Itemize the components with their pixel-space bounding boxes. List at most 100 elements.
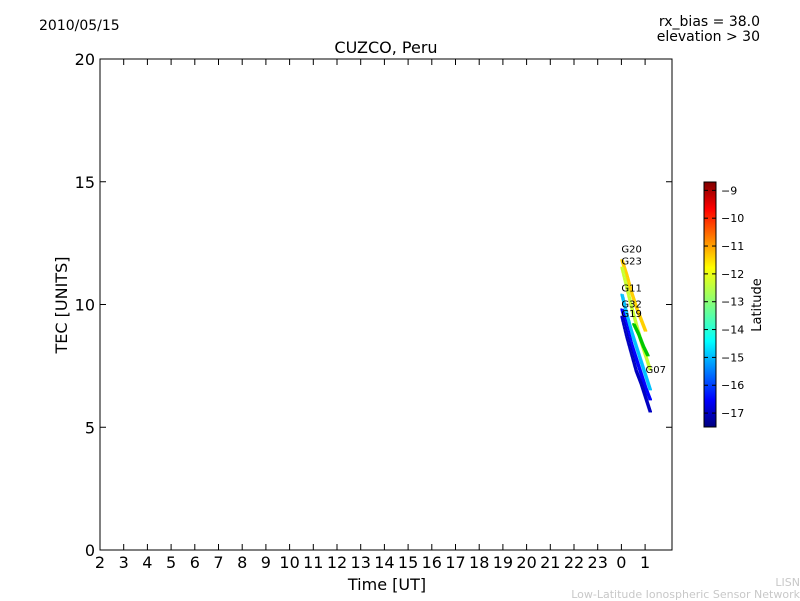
data-point: [629, 335, 632, 338]
data-point: [631, 336, 634, 339]
data-point: [638, 333, 641, 335]
data-point: [634, 338, 636, 340]
data-point: [640, 375, 643, 378]
data-point: [621, 299, 624, 302]
data-point: [638, 312, 641, 315]
data-point: [624, 283, 627, 286]
data-point: [645, 400, 648, 403]
data-point: [633, 335, 635, 337]
data-point: [625, 281, 628, 283]
data-point: [622, 259, 624, 262]
data-point: [629, 340, 632, 343]
data-point: [633, 295, 635, 298]
data-point: [623, 272, 626, 275]
data-point: [634, 315, 636, 317]
data-point: [636, 324, 639, 327]
data-point: [632, 345, 635, 347]
data-point: [637, 372, 640, 375]
data-point: [637, 347, 639, 350]
data-point: [620, 260, 623, 263]
data-point: [632, 310, 635, 312]
data-point: [634, 362, 637, 365]
data-point: [630, 348, 633, 350]
data-point: [635, 318, 637, 321]
data-point: [628, 286, 631, 289]
data-point: [633, 353, 636, 356]
data-point: [642, 350, 645, 353]
data-point: [632, 338, 635, 341]
data-point: [629, 291, 632, 294]
data-point: [632, 314, 635, 317]
data-point: [646, 381, 649, 384]
data-point: [633, 364, 636, 367]
data-point: [624, 282, 627, 285]
data-point: [625, 287, 628, 290]
data-point: [625, 337, 628, 340]
data-point: [622, 265, 625, 268]
x-tick-label: 7: [213, 553, 223, 572]
data-point: [624, 271, 627, 274]
x-tick-label: 6: [190, 553, 200, 572]
data-point: [646, 362, 649, 365]
data-point: [627, 323, 630, 326]
data-point: [620, 268, 623, 271]
data-point: [627, 332, 630, 335]
data-point: [624, 304, 627, 306]
data-point: [622, 322, 625, 325]
data-point: [628, 301, 631, 304]
data-point: [633, 301, 636, 304]
data-point: [628, 291, 630, 293]
data-point: [624, 316, 626, 318]
data-point: [641, 318, 643, 321]
data-point: [642, 386, 645, 389]
data-point: [632, 333, 635, 335]
data-point: [632, 362, 635, 365]
data-point: [633, 298, 636, 300]
data-point: [633, 367, 636, 370]
data-point: [631, 353, 634, 355]
data-point: [647, 400, 649, 402]
data-point: [645, 328, 647, 330]
chart-title: CUZCO, Peru: [334, 38, 438, 57]
data-point: [632, 363, 635, 366]
data-point: [648, 362, 650, 365]
data-point: [641, 317, 643, 320]
data-point: [645, 378, 648, 381]
data-point: [620, 308, 623, 311]
data-point: [641, 383, 644, 386]
data-point: [646, 388, 648, 390]
data-point: [640, 364, 643, 367]
y-axis-label: TEC [UNITS]: [52, 257, 71, 355]
data-point: [640, 370, 643, 373]
data-point: [624, 311, 627, 314]
data-point: [650, 397, 652, 400]
data-point: [622, 268, 625, 271]
data-point: [638, 370, 641, 373]
data-point: [626, 333, 628, 335]
data-point: [640, 379, 642, 381]
data-point: [645, 377, 648, 380]
data-point: [624, 317, 627, 320]
data-point: [624, 301, 626, 303]
data-point: [622, 275, 625, 278]
data-point: [634, 357, 637, 360]
data-point: [630, 346, 632, 349]
series-g11: [620, 293, 653, 391]
data-point: [632, 355, 635, 358]
y-tick-label: 10: [75, 296, 95, 315]
data-point: [624, 276, 627, 279]
data-point: [642, 391, 645, 394]
data-point: [637, 309, 640, 311]
data-point: [631, 340, 633, 343]
data-point: [626, 323, 628, 326]
data-point: [628, 348, 631, 351]
data-point: [637, 326, 639, 328]
data-point: [633, 319, 636, 322]
data-point: [629, 350, 632, 353]
data-point: [622, 308, 624, 311]
data-point: [626, 329, 629, 332]
data-point: [621, 313, 624, 316]
data-point: [626, 341, 629, 344]
data-point: [641, 388, 644, 391]
